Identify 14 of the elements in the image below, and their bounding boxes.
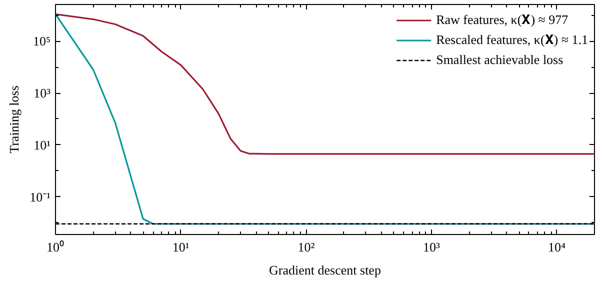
y-tick-label: 10⁵ — [32, 34, 51, 49]
x-tick-label: 10⁰ — [46, 240, 64, 254]
x-axis-title: Gradient descent step — [269, 262, 381, 278]
x-tick-label: 10⁴ — [548, 240, 566, 254]
legend-label: Rescaled features, κ(𝐗) ≈ 1.1 — [436, 32, 588, 48]
legend-label: Raw features, κ(𝐗) ≈ 977 — [436, 12, 568, 28]
y-axis-title: Training loss — [6, 86, 22, 154]
x-tick-label: 10¹ — [172, 240, 190, 254]
y-tick-label: 10³ — [34, 86, 51, 101]
y-tick-label: 10¹ — [34, 137, 51, 152]
legend-label: Smallest achievable loss — [436, 52, 564, 68]
x-tick-label: 10² — [298, 240, 315, 254]
y-tick-label: 10⁻¹ — [30, 189, 51, 204]
x-tick-label: 10³ — [423, 240, 440, 254]
